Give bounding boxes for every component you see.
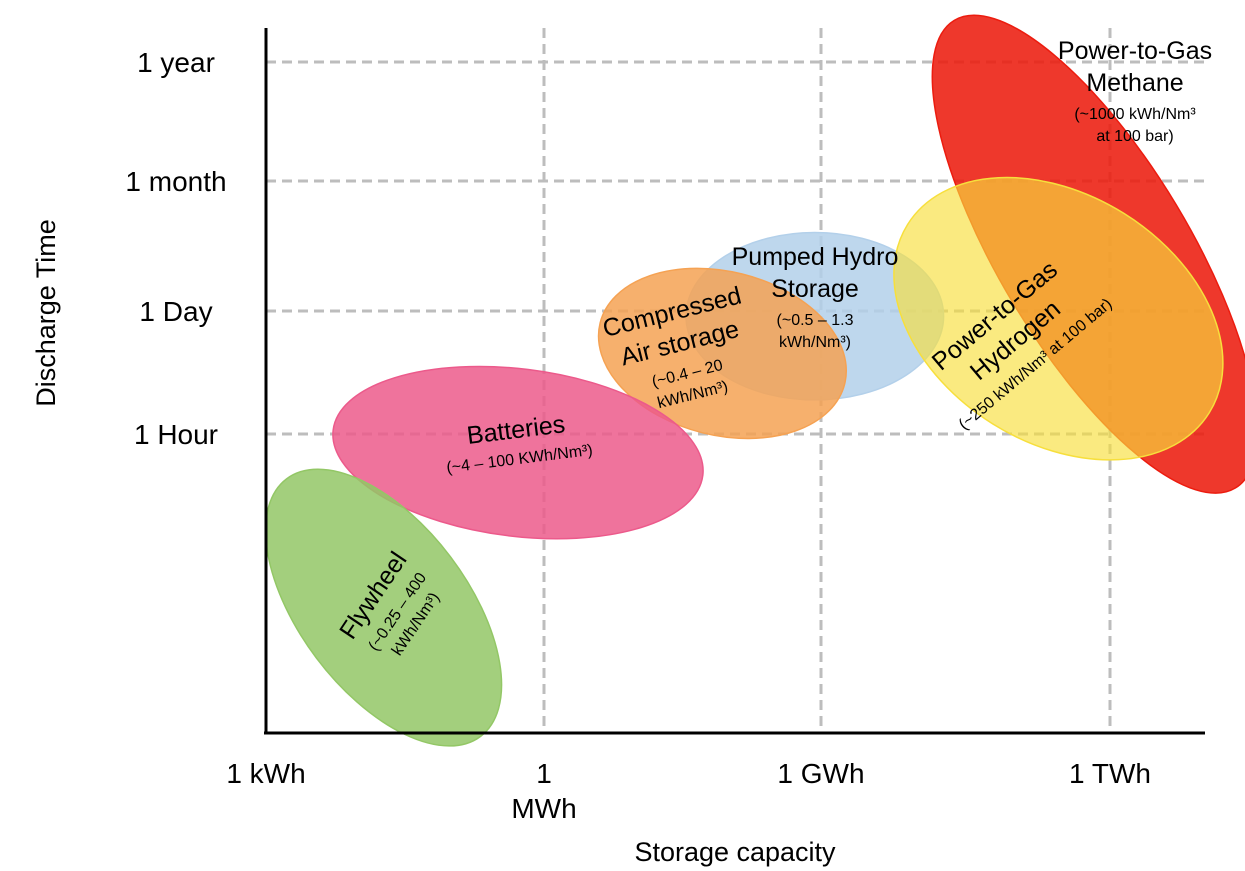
x-tick-label-1-gwh: 1 GWh [777, 758, 864, 789]
region-detail-line: kWh/Nm³) [779, 334, 851, 351]
region-title-line: Methane [1086, 69, 1183, 97]
y-tick-label-1-hour: 1 Hour [134, 419, 218, 450]
x-tick-label-1-twh: 1 TWh [1069, 758, 1151, 789]
y-tick-label-1-day: 1 Day [139, 296, 212, 327]
x-tick-label-1-kwh: 1 kWh [226, 758, 305, 789]
region-compressed-air-storage [597, 267, 848, 440]
region-title-line: Storage [771, 275, 859, 303]
axes [264, 28, 1205, 735]
region-flywheel [264, 468, 503, 747]
region-detail-line: (~0.5 – 1.3 [777, 312, 854, 329]
y-tick-label-1-month: 1 month [125, 166, 226, 197]
x-tick-label-1-mwh: 1 MWh [511, 758, 576, 824]
y-tick-label-1-year: 1 year [137, 47, 215, 78]
region-title-line: Power-to-Gas [1058, 37, 1212, 65]
storage-regions [264, 14, 1245, 747]
y-axis-title: Discharge Time [31, 219, 61, 407]
region-labels: Power-to-Gas Methane (~1000 kWh/Nm³ at 100 … [334, 37, 1212, 659]
label-pumped-hydro-storage: Pumped Hydro Storage (~0.5 – 1.3 kWh/Nm³) [732, 243, 899, 351]
region-title-line: Pumped Hydro [732, 243, 899, 271]
region-detail-line: at 100 bar) [1096, 128, 1173, 145]
label-power-to-gas-methane: Power-to-Gas Methane (~1000 kWh/Nm³ at 100 … [1058, 37, 1212, 145]
region-detail-line: (~1000 kWh/Nm³ [1074, 106, 1196, 123]
region-power-to-gas-hydrogen [893, 176, 1224, 461]
tick-labels: 1 Hour 1 Day 1 month 1 year 1 kWh 1 MWh 1 GWh 1 … [125, 47, 1151, 824]
x-axis-title: Storage capacity [634, 837, 836, 867]
region-batteries [332, 365, 704, 540]
